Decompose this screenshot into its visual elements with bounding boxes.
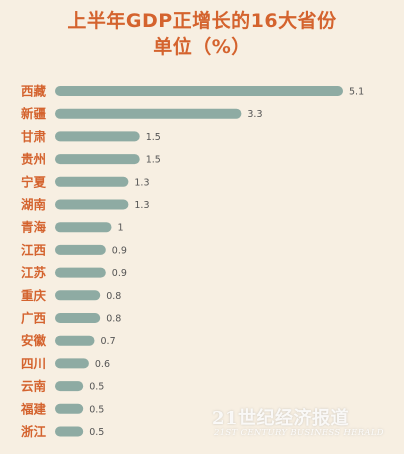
- bar: [55, 426, 84, 437]
- category-label: 江西: [21, 242, 46, 257]
- bar: [55, 199, 129, 210]
- category-label: 青海: [21, 220, 47, 235]
- value-label: 0.8: [106, 291, 121, 302]
- chart-title: 上半年GDP正增长的16大省份: [67, 10, 337, 32]
- value-label: 1.5: [146, 132, 161, 143]
- value-label: 5.1: [349, 87, 364, 98]
- value-label: 0.8: [106, 314, 121, 325]
- category-label: 四川: [21, 356, 46, 371]
- bar: [55, 86, 343, 96]
- bar: [55, 381, 84, 392]
- value-label: 0.5: [89, 404, 104, 415]
- bar: [55, 403, 84, 414]
- category-label: 西藏: [21, 84, 47, 99]
- bar: [55, 358, 89, 369]
- value-label: 0.9: [112, 268, 127, 279]
- value-label: 0.7: [101, 336, 116, 347]
- bar: [55, 335, 95, 346]
- value-label: 0.5: [89, 382, 104, 393]
- bar: [55, 290, 101, 301]
- watermark-logo-text: 21世纪经济报道: [212, 408, 350, 429]
- category-label: 宁夏: [21, 174, 47, 189]
- value-label: 0.6: [95, 359, 110, 370]
- category-label: 江苏: [21, 265, 47, 280]
- category-label: 甘肃: [21, 129, 47, 144]
- value-label: 1: [118, 223, 124, 234]
- category-label: 贵州: [21, 152, 46, 167]
- watermark-subtitle: 21ST CENTURY BUSINESS HERALD: [214, 428, 384, 438]
- value-label: 1.3: [134, 200, 149, 211]
- value-label: 0.9: [112, 245, 127, 256]
- category-label: 云南: [21, 379, 47, 394]
- value-label: 3.3: [247, 109, 262, 120]
- category-label: 湖南: [21, 197, 47, 212]
- bar: [55, 222, 112, 233]
- category-label: 广西: [21, 311, 46, 326]
- value-label: 1.3: [134, 177, 149, 188]
- bar: [55, 313, 101, 323]
- bar: [55, 244, 106, 255]
- category-label: 新疆: [21, 106, 47, 121]
- bar: [55, 176, 129, 187]
- value-label: 0.5: [89, 427, 104, 438]
- category-label: 福建: [20, 401, 47, 416]
- bar: [55, 131, 140, 142]
- chart-subtitle: 单位（%）: [153, 36, 251, 58]
- bar: [55, 267, 106, 278]
- value-label: 1.5: [146, 155, 161, 166]
- category-label: 安徽: [21, 333, 47, 348]
- bar: [55, 154, 140, 165]
- category-label: 浙江: [21, 424, 47, 439]
- bar: [55, 108, 242, 119]
- category-label: 重庆: [21, 288, 47, 303]
